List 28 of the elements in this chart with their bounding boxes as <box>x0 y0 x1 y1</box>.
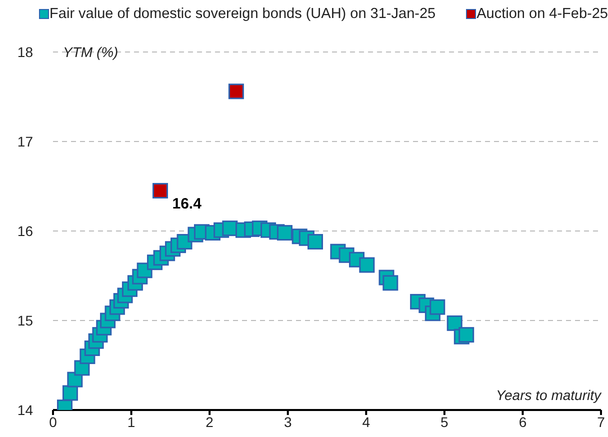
x-tick-label: 1 <box>127 414 136 430</box>
y-tick-label: 14 <box>17 402 34 418</box>
point <box>308 234 324 250</box>
x-tick-label: 0 <box>49 414 58 430</box>
y-tick-label: 16 <box>17 222 34 239</box>
data-label: 16.4 <box>172 196 202 213</box>
y-tick-label: 17 <box>17 133 34 150</box>
point <box>382 275 398 291</box>
x-tick-label: 3 <box>284 414 292 430</box>
x-tick-label: 7 <box>597 414 606 430</box>
x-axis-title: Years to maturity <box>496 387 602 403</box>
y-tick-label: 15 <box>17 312 34 328</box>
x-tick-label: 5 <box>440 414 449 430</box>
point <box>276 225 292 241</box>
point <box>152 182 168 198</box>
y-axis-title: YTM (%) <box>63 44 118 60</box>
legend-label: Fair value of domestic sovereign bonds (UAH) on 31-Jan-25 <box>50 6 436 22</box>
point <box>458 327 474 343</box>
y-tick-label: 18 <box>17 44 34 60</box>
point <box>228 84 244 100</box>
point <box>430 299 446 315</box>
x-tick-label: 4 <box>362 414 370 430</box>
point <box>446 315 462 331</box>
point <box>359 257 375 273</box>
x-tick-label: 6 <box>518 414 527 430</box>
legend-label: Auction on 4-Feb-25 <box>476 6 608 22</box>
point <box>222 220 238 236</box>
x-tick-label: 2 <box>206 414 214 430</box>
